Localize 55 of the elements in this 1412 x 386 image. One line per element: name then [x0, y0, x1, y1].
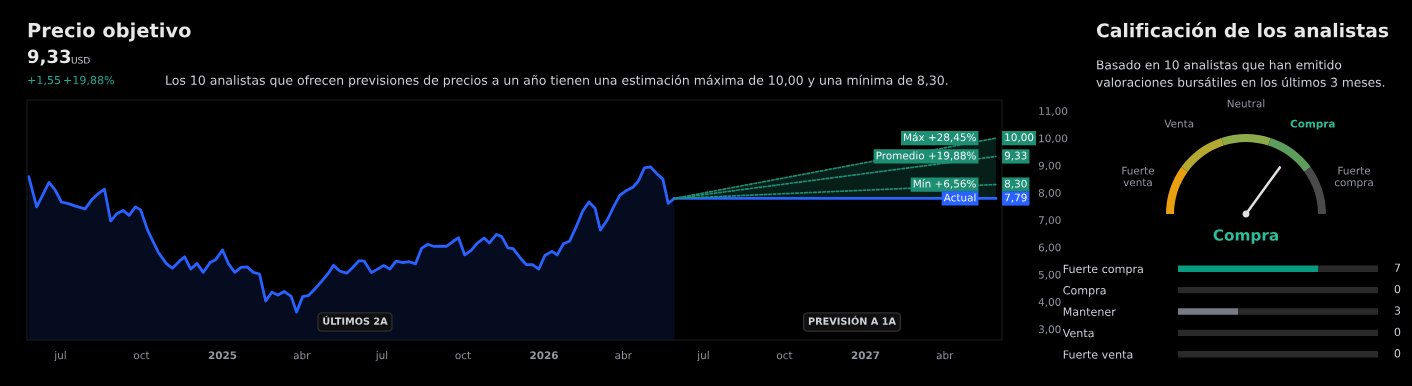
y-tick-label: 9,00: [1038, 161, 1061, 171]
data-label: 7,79: [1005, 193, 1027, 203]
text: +1,55: [28, 75, 61, 86]
chart-title: Precio objetivo: [28, 22, 191, 42]
y-tick-label: 5,00: [1038, 270, 1061, 280]
y-tick-label: Fuerte compra: [1063, 264, 1143, 276]
y-tick-label: 8,00: [1038, 188, 1061, 198]
chart-subtitle: Basado en 10 analistas que han emitido valoraciones bursátiles en los últimos 3 meses.: [1096, 60, 1385, 87]
y-tick-label: 6,00: [1038, 243, 1061, 253]
slice-label: Neutral: [1227, 99, 1265, 108]
y-tick-label: 10,00: [1039, 134, 1068, 144]
series-label: Máx +28,45%: [904, 132, 976, 143]
y-tick-label: Mantener: [1063, 307, 1116, 316]
text: 9,33: [27, 49, 71, 66]
x-tick-label: 2025: [208, 351, 237, 360]
x-tick-label: 2026: [530, 351, 558, 360]
data-label: 0: [1394, 284, 1401, 294]
x-tick-label: oct: [133, 351, 150, 360]
x-tick-label: oct: [776, 351, 793, 360]
series-label: Actual: [943, 193, 976, 202]
x-tick-label: jul: [54, 351, 66, 362]
x-tick-label: jul: [375, 351, 388, 362]
series-label: Promedio +19,88%: [876, 151, 976, 161]
annotation: ÚLTIMOS 2A: [323, 315, 388, 325]
data-label: 10,00: [1005, 133, 1034, 143]
x-tick-label: 2027: [851, 351, 880, 360]
y-tick-label: 7,00: [1038, 216, 1061, 226]
y-tick-label: Venta: [1062, 329, 1094, 338]
text: USD: [71, 56, 90, 64]
y-tick-label: Compra: [1063, 286, 1106, 297]
data-label: 7: [1394, 263, 1401, 272]
y-tick-label: 3,00: [1038, 325, 1061, 335]
slice-label: Venta: [1164, 119, 1194, 128]
data-label: 9,33: [1004, 151, 1027, 161]
slice-label: Compra: [1290, 119, 1335, 130]
x-tick-label: abr: [615, 351, 632, 360]
y-tick-label: 11,00: [1039, 107, 1068, 117]
x-tick-label: oct: [455, 351, 471, 360]
data-label: 8,30: [1004, 179, 1027, 189]
data-label: 0: [1394, 327, 1401, 337]
chart-title: Calificación de los analistas: [1096, 22, 1389, 38]
series-label: Mín +6,56%: [913, 179, 976, 189]
x-tick-label: abr: [936, 351, 954, 360]
y-tick-label: Fuerte venta: [1063, 350, 1133, 359]
data-label: 0: [1394, 349, 1401, 358]
text: +19,88%: [64, 75, 115, 86]
text: Compra: [1213, 229, 1278, 244]
x-tick-label: abr: [293, 351, 311, 360]
slice-label: Fuerte compra: [1334, 166, 1373, 189]
x-tick-label: jul: [697, 351, 709, 362]
data-label: 3: [1394, 306, 1401, 315]
annotation: PREVISIÓN A 1A: [808, 315, 896, 325]
chart-subtitle: Los 10 analistas que ofrecen previsiones de precios a un año tienen una estimación máxima de 10,00 y una mínima de 8,30.: [166, 74, 948, 88]
slice-label: Fuerte venta: [1122, 166, 1155, 187]
y-tick-label: 4,00: [1038, 298, 1061, 307]
